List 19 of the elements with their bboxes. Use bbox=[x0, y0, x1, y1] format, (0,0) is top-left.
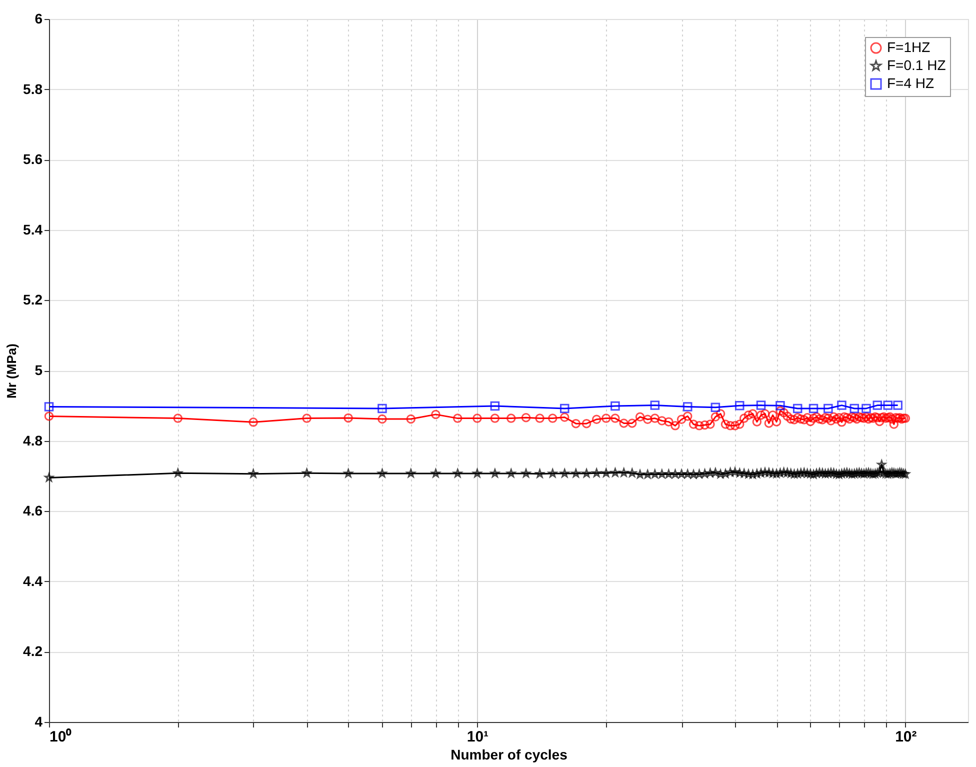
y-tick-label: 5 bbox=[34, 362, 43, 378]
y-tick-label: 5.8 bbox=[23, 80, 43, 97]
x-tick-label: 10¹ bbox=[466, 728, 489, 746]
y-tick-label: 5.6 bbox=[23, 151, 43, 168]
legend-label: F=1HZ bbox=[887, 39, 931, 55]
y-tick-label: 4.2 bbox=[23, 643, 43, 660]
legend-label: F=4 HZ bbox=[887, 75, 935, 91]
y-tick-label: 5.2 bbox=[23, 292, 43, 308]
x-axis-title: Number of cycles bbox=[450, 746, 568, 762]
y-axis-title: Mr (MPa) bbox=[4, 344, 20, 398]
legend-label: F=0.1 HZ bbox=[887, 57, 946, 73]
y-tick-label: 4.8 bbox=[23, 432, 43, 448]
y-tick-label: 6 bbox=[34, 10, 43, 26]
x-tick-label: 10² bbox=[895, 728, 917, 746]
y-tick-label: 4 bbox=[34, 714, 43, 730]
x-tick-label: 10⁰ bbox=[50, 728, 72, 746]
y-tick-label: 5.4 bbox=[23, 221, 43, 238]
y-tick-label: 4.4 bbox=[23, 572, 43, 589]
y-tick-label: 4.6 bbox=[23, 502, 43, 519]
